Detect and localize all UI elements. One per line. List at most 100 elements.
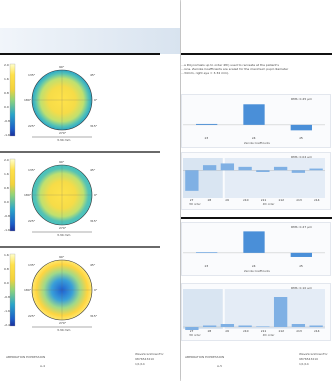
left-page: 2.0 1.6 0.8 0.0 -0.8 -1.6 90° 270° 180° 0° 135° 45°… (0, 0, 180, 381)
angle-label: 90° (59, 255, 65, 259)
angle-label: 135° (28, 263, 36, 267)
angle-label: 315° (90, 219, 98, 223)
angle-label: 225° (28, 124, 36, 128)
scale-label: 0.8 (4, 186, 9, 190)
x-axis-label: Zernike Coefficients (244, 141, 270, 145)
tick-label: z14 (314, 198, 319, 202)
bar-z12 (273, 166, 288, 171)
group-bg-3rd (183, 289, 223, 329)
footer-left-right: ABERRATION EXPRESSION (185, 355, 225, 359)
header-rule (0, 53, 160, 55)
scale-label: -1.6 (4, 228, 10, 232)
bar-z7 (185, 327, 199, 330)
divider-right (181, 217, 332, 219)
angle-label: 135° (28, 168, 36, 172)
tick-label: z10 (243, 329, 248, 333)
tick-label: z13 (296, 198, 301, 202)
tick-label: z9 (225, 198, 229, 202)
bar-z14 (309, 325, 323, 327)
footer-right-right-1: WaveScanDownFor (299, 352, 328, 356)
angle-label: 270° (59, 321, 67, 325)
tick-label: z7 (190, 198, 194, 202)
bar-z11 (256, 170, 270, 172)
scale-label: -1.6 (4, 133, 10, 137)
diameter-label: 3.34 mm (57, 328, 71, 332)
bar-z13 (291, 324, 306, 327)
tick-label: z5 (299, 264, 303, 268)
angle-label: 315° (90, 124, 98, 128)
angle-label: 0° (94, 193, 98, 197)
scale-label: -0.8 (4, 119, 10, 123)
scale-label: -2.4 (4, 323, 10, 327)
scale-label: 1.6 (4, 253, 9, 257)
tick-label: z8 (208, 198, 212, 202)
rms-label: RMS: 0.10 µm (291, 286, 312, 290)
angle-label: 225° (28, 219, 36, 223)
group-label: 3th order (189, 333, 202, 337)
wavefront-maps: 2.0 1.6 0.8 0.0 -0.8 -1.6 90° 270° 180° 0° 135° 45°… (0, 63, 160, 332)
scale-label: 0.0 (4, 200, 9, 204)
rms-label: RMS: 0.47 µm (291, 225, 312, 229)
footer-right-1: WaveScanDownFor (135, 352, 164, 356)
bar-z10 (238, 325, 252, 327)
bar-z8 (202, 325, 217, 327)
header-rule-right (181, 53, 332, 55)
bar-z9 (220, 163, 235, 171)
right-page: …a Polynomials up to order 4th) used to … (181, 0, 332, 381)
bar-z12 (273, 297, 288, 327)
color-scale-bar (9, 253, 16, 327)
group-label: 4th order (263, 202, 276, 206)
intro-line-1: …a Polynomials up to order 4th) used to … (181, 63, 279, 67)
diameter-label: 3.34 mm (57, 233, 71, 237)
tick-label: z4 (252, 264, 256, 268)
footer-page: A-4 (40, 364, 45, 368)
angle-label: 270° (59, 226, 67, 230)
footer-right-right-3: 1/1/14 (299, 362, 309, 366)
angle-label: 270° (59, 131, 67, 135)
tick-label: z8 (208, 329, 212, 333)
bar-z5 (290, 124, 312, 131)
bar-z5 (290, 252, 312, 257)
tick-label: z13 (296, 329, 301, 333)
scale-label: 0.0 (4, 105, 9, 109)
tick-label: z11 (261, 329, 266, 333)
angle-label: 0° (94, 288, 98, 292)
intro-line-2: …ions. Zernike Coefficients are scaled f… (181, 67, 289, 71)
color-scale-bar (9, 158, 16, 232)
group-bg-4th (224, 158, 325, 198)
footer-page-right: A-5 (217, 364, 222, 368)
bar-z10 (238, 166, 252, 171)
rms-label: RMS: 0.45 µm (291, 97, 312, 101)
group-label: 3th order (189, 202, 202, 206)
angle-label: 0° (94, 98, 98, 102)
intro-line-3: …34mm, right eye = 3.34 mm). (181, 71, 230, 75)
angle-label: 180° (24, 193, 32, 197)
bar-z3 (196, 252, 218, 253)
footer-right-3: 1/1/14 (135, 362, 145, 366)
bar-z11 (256, 326, 270, 327)
x-axis-label: Zernike Coefficients (244, 269, 270, 273)
angle-label: 180° (24, 98, 32, 102)
scale-label: 2.0 (4, 158, 9, 162)
angle-label: 135° (28, 73, 36, 77)
scale-label: 0.8 (4, 267, 9, 271)
scale-label: -1.6 (4, 309, 10, 313)
tick-label: z9 (225, 329, 229, 333)
diameter-label: 3.34 mm (57, 138, 71, 142)
rms-label: RMS: 0.04 µm (291, 155, 312, 159)
header-band (0, 28, 180, 54)
tick-label: z3 (205, 264, 209, 268)
angle-label: 45° (90, 263, 96, 267)
tick-label: z12 (279, 198, 284, 202)
bar-z4 (243, 104, 265, 125)
angle-label: 315° (90, 314, 98, 318)
group-label: 4th order (263, 333, 276, 337)
tick-label: z7 (190, 329, 194, 333)
bar-z3 (196, 123, 218, 125)
tick-label: z10 (243, 198, 248, 202)
angle-label: 45° (90, 168, 96, 172)
tick-label: z4 (252, 136, 256, 140)
tick-label: z14 (314, 329, 319, 333)
angle-label: 45° (90, 73, 96, 77)
bar-z9 (220, 324, 235, 327)
